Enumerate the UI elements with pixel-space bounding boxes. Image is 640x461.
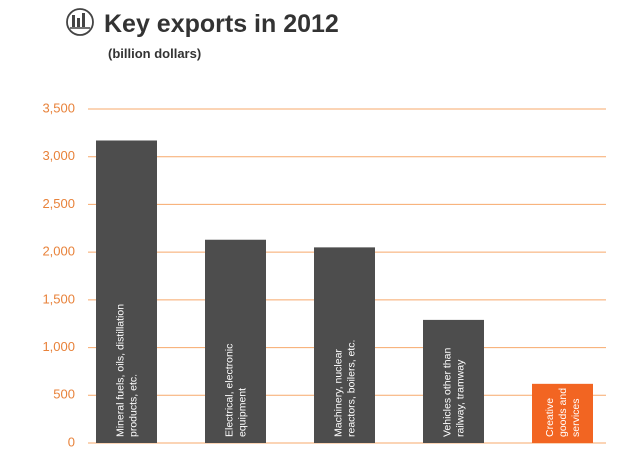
category-label: Vehicles other thanrailway, tramway [442, 348, 467, 437]
category-label: Mineral fuels, oils, distillationproduct… [115, 304, 140, 437]
category-label-line: reactors, boilers, etc. [346, 340, 358, 437]
chart-title: Key exports in 2012 [104, 10, 339, 38]
y-tick-label: 0 [68, 434, 75, 449]
y-tick-label: 3,000 [42, 148, 75, 163]
title-icon [66, 8, 94, 36]
category-label-line: equipment [237, 388, 249, 437]
y-tick-label: 1,500 [42, 291, 75, 306]
category-label: Machinery, nuclearreactors, boilers, etc… [333, 340, 358, 437]
y-tick-label: 2,000 [42, 244, 75, 259]
category-label-line: railway, tramway [455, 359, 467, 437]
y-tick-label: 2,500 [42, 196, 75, 211]
category-label: Creativegoods andservices [544, 388, 582, 437]
y-tick-label: 3,500 [42, 100, 75, 115]
bar [532, 383, 593, 443]
category-label-line: Electrical, electronic [224, 344, 236, 437]
category-label-line: products, etc. [128, 374, 140, 437]
category-label-line: goods and [557, 388, 569, 437]
category-label: Electrical, electronicequipment [224, 344, 249, 437]
bar [96, 140, 157, 443]
category-label-line: Vehicles other than [442, 348, 454, 437]
y-tick-label: 1,000 [42, 339, 75, 354]
category-label-line: Machinery, nuclear [333, 349, 345, 437]
bar [314, 247, 375, 443]
category-label-line: Creative [544, 398, 556, 437]
y-tick-label: 500 [53, 387, 75, 402]
chart-subtitle: (billion dollars) [108, 46, 201, 61]
category-label-line: services [570, 398, 582, 437]
bar [205, 239, 266, 443]
category-label-line: Mineral fuels, oils, distillation [115, 304, 127, 437]
bar [423, 319, 484, 443]
